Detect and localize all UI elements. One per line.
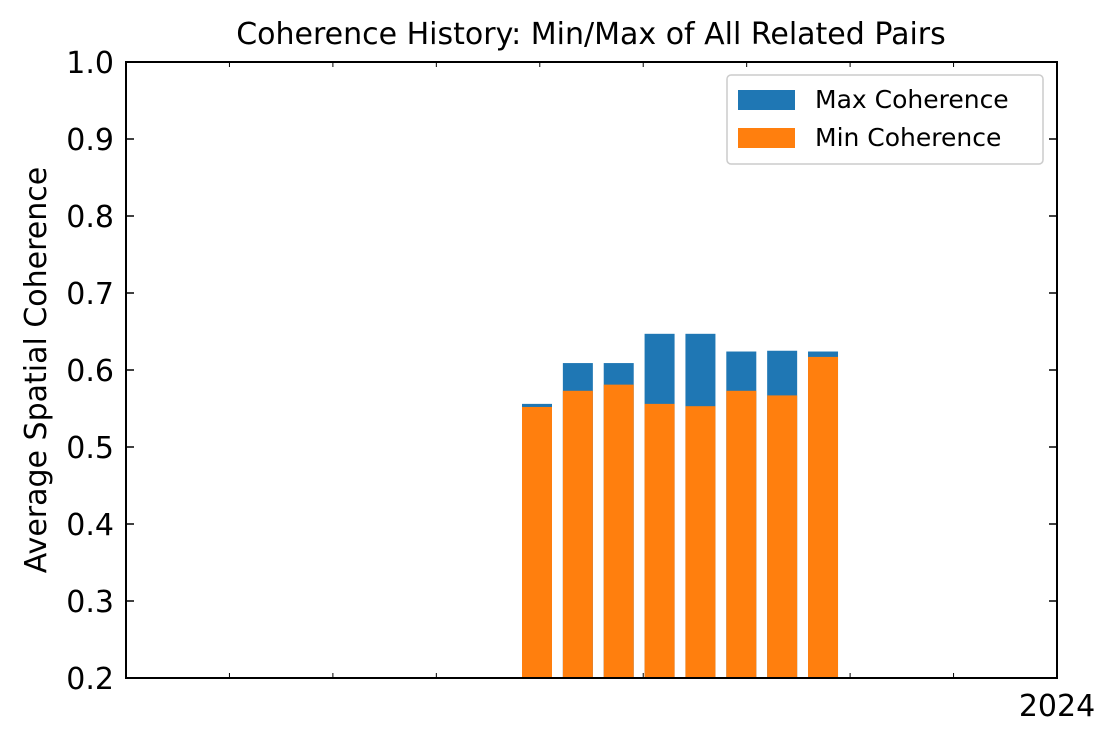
axis-ticks: 0.2 0.3 0.4 0.5 0.6 0.7 0.8 0.9 1.0 2024 xyxy=(66,46,1095,724)
legend: Max Coherence Min Coherence xyxy=(726,74,1044,165)
bar-min-coherence xyxy=(644,403,675,678)
bars xyxy=(522,333,839,678)
bar-min-coherence xyxy=(767,395,798,678)
chart-title: Coherence History: Min/Max of All Relate… xyxy=(236,17,946,52)
y-tick-label: 0.9 xyxy=(66,123,114,158)
y-tick-label: 0.7 xyxy=(66,277,114,312)
bar-min-coherence xyxy=(522,406,552,678)
legend-box xyxy=(726,74,1044,165)
y-tick-label: 0.4 xyxy=(66,508,114,543)
bar-min-coherence xyxy=(808,356,839,678)
legend-swatch xyxy=(738,128,795,148)
legend-label: Min Coherence xyxy=(815,123,1001,152)
bar-min-coherence xyxy=(726,390,757,678)
y-tick-label: 0.2 xyxy=(66,662,114,697)
y-tick-label: 0.6 xyxy=(66,354,114,389)
bar-min-coherence xyxy=(603,384,634,678)
plot-frame xyxy=(125,61,1058,679)
bar-min-coherence xyxy=(685,406,716,678)
y-tick-label: 0.8 xyxy=(66,200,114,235)
bar-min-coherence xyxy=(562,390,593,678)
y-tick-label: 0.5 xyxy=(66,431,114,466)
y-tick-label: 1.0 xyxy=(66,46,114,81)
legend-label: Max Coherence xyxy=(815,85,1009,114)
y-tick-label: 0.3 xyxy=(66,585,114,620)
y-axis-label: Average Spatial Coherence xyxy=(19,167,54,573)
x-tick-label: 2024 xyxy=(1019,689,1095,724)
legend-swatch xyxy=(738,90,795,110)
